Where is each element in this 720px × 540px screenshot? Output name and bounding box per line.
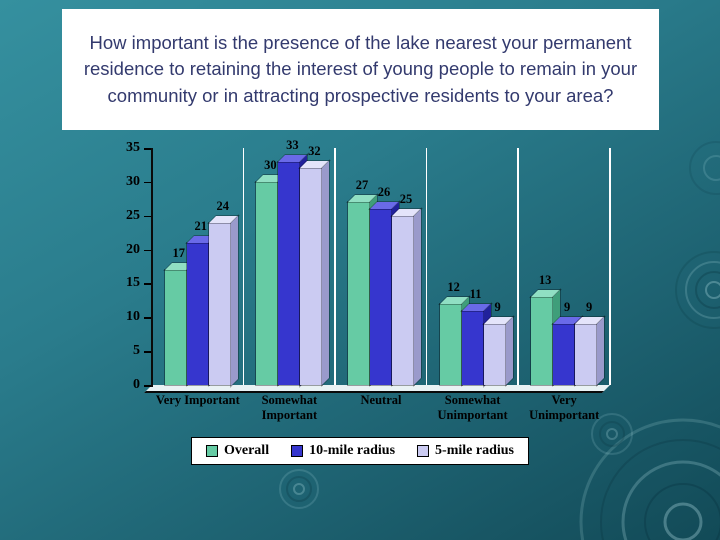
y-tick-label-0: 0 — [133, 377, 140, 392]
bar-value-label: 13 — [538, 273, 552, 287]
y-tick-mark — [144, 283, 151, 285]
bar-group-very-unimportant: 13 9 9 — [518, 148, 610, 387]
bar-value-label: 25 — [399, 191, 413, 206]
category-separator — [334, 148, 336, 385]
y-tick-label-5: 5 — [133, 343, 140, 359]
bar-value-label: 32 — [308, 144, 321, 159]
y-axis-labels: 0 5 10 15 20 25 30 35 — [92, 140, 140, 392]
bar-10-mile-radius-very-unimportant: 9 — [551, 300, 584, 387]
y-tick-label-35: 35 — [126, 140, 140, 155]
bar-value-label: 9 — [564, 300, 571, 315]
y-axis-line — [151, 148, 153, 388]
bar-overall-somewhat-important: 30 — [255, 158, 287, 387]
legend-swatch-5-mile-radius — [417, 445, 430, 457]
legend-label-5-mile-radius: 5-mile radius — [435, 443, 515, 458]
category-label-somewhat-unimportant: Somewhat Unimportant — [437, 393, 508, 422]
category-separator — [609, 148, 611, 385]
bar-value-label: 9 — [494, 300, 501, 315]
bar-overall-very-important: 17 — [163, 246, 196, 387]
category-label-somewhat-important: Somewhat Important — [261, 393, 318, 422]
y-tick-label-25: 25 — [126, 207, 140, 223]
y-tick-mark — [144, 351, 151, 353]
bar-overall-somewhat-unimportant: 12 — [438, 280, 470, 387]
bar-value-label: 27 — [355, 178, 369, 193]
category-label-neutral: Neutral — [360, 393, 402, 407]
bar-10-mile-radius-very-important: 21 — [185, 219, 218, 387]
bar-group-neutral: 27 26 25 — [335, 148, 427, 387]
category-label-very-important: Very Important — [155, 393, 240, 407]
bar-value-label: 17 — [172, 245, 186, 260]
bar-value-label: 24 — [216, 198, 230, 213]
bar-5-mile-radius-neutral: 25 — [390, 192, 423, 387]
bar-value-label: 33 — [286, 137, 299, 152]
bar-value-label: 9 — [586, 300, 593, 315]
bar-overall-neutral: 27 — [346, 178, 379, 387]
bar-side-face — [321, 160, 331, 387]
y-tick-mark — [144, 148, 151, 150]
y-tick-mark — [144, 317, 151, 319]
category-label-very-unimportant: Very Unimportant — [529, 393, 600, 422]
bar-5-mile-radius-very-important: 24 — [207, 199, 240, 387]
bar-5-mile-radius-very-unimportant: 9 — [573, 300, 606, 387]
bar-side-face — [229, 214, 239, 387]
bar-value-label: 12 — [447, 279, 460, 294]
bar-10-mile-radius-somewhat-important: 33 — [277, 138, 309, 387]
y-tick-mark — [144, 181, 151, 184]
bar-side-face — [596, 315, 606, 387]
y-tick-label-15: 15 — [126, 275, 140, 291]
y-tick-mark — [144, 215, 151, 218]
bar-10-mile-radius-neutral: 26 — [368, 185, 401, 387]
chart-plot-area: 17 21 24 30 33 32 27 26 25 12 11 9 13 9 9 — [144, 138, 611, 393]
bar-side-face — [504, 315, 514, 387]
legend-label-overall: Overall — [223, 443, 270, 458]
category-separator — [242, 148, 245, 385]
y-tick-label-10: 10 — [126, 309, 140, 325]
legend-item-5-mile-radius: 5-mile radius — [417, 443, 514, 459]
y-tick-label-20: 20 — [126, 241, 140, 257]
y-tick-mark — [144, 249, 151, 252]
legend-swatch-overall — [205, 445, 218, 457]
category-separator — [517, 148, 519, 385]
bar-group-very-important: 17 21 24 — [152, 148, 244, 387]
slide-title-text: How important is the presence of the lak… — [83, 32, 638, 106]
legend-swatch-10-mile-radius — [291, 445, 304, 457]
bar-value-label: 21 — [194, 218, 208, 233]
bar-overall-very-unimportant: 13 — [529, 273, 562, 387]
bar-value-label: 26 — [377, 184, 391, 199]
chart-legend: Overall 10-mile radius 5-mile radius — [190, 437, 530, 465]
category-separator — [425, 148, 428, 385]
legend-label-10-mile-radius: 10-mile radius — [309, 443, 396, 458]
bar-group-somewhat-unimportant: 12 11 9 — [427, 148, 519, 387]
bar-5-mile-radius-somewhat-unimportant: 9 — [482, 300, 514, 387]
y-tick-label-30: 30 — [126, 173, 140, 189]
bar-value-label: 11 — [469, 286, 482, 301]
bar-side-face — [412, 207, 422, 387]
bar-10-mile-radius-somewhat-unimportant: 11 — [460, 287, 492, 387]
category-axis-labels: Very Important Somewhat Important Neutral S… — [152, 393, 610, 423]
chart-floor — [144, 385, 610, 393]
y-tick-mark — [144, 385, 151, 387]
legend-item-overall: Overall — [205, 443, 270, 459]
bar-5-mile-radius-somewhat-important: 32 — [299, 144, 331, 387]
bar-group-somewhat-important: 30 33 32 — [244, 138, 336, 387]
slide-title-box: How important is the presence of the lak… — [62, 9, 659, 130]
bar-value-label: 30 — [264, 157, 277, 172]
legend-item-10-mile-radius: 10-mile radius — [291, 443, 395, 459]
